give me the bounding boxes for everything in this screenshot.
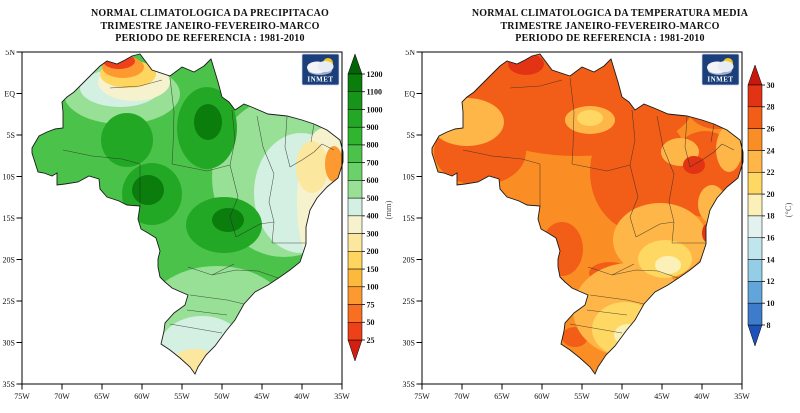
colorbar-tick-label: 28 bbox=[767, 103, 775, 112]
title-line-1: NORMAL CLIMATOLOGICA DA TEMPERATURA MEDI… bbox=[471, 8, 749, 19]
colorbar-tick-label: 400 bbox=[367, 212, 379, 221]
lon-tick-label: 35W bbox=[334, 392, 350, 401]
lat-tick-label: 15S bbox=[403, 214, 415, 223]
lon-tick-label: 45W bbox=[254, 392, 270, 401]
colorbar-tick-label: 200 bbox=[367, 247, 379, 256]
title-line-2: TRIMESTRE JANEIRO-FEVEREIRO-MARCO bbox=[100, 20, 320, 32]
colorbar-tick-label: 10 bbox=[767, 299, 775, 308]
colorbar-tick-label: 22 bbox=[767, 168, 775, 177]
colorbar-tick-label: 75 bbox=[367, 300, 375, 309]
lat-tick-label: 20S bbox=[403, 255, 415, 264]
colorbar-tick-label: 600 bbox=[367, 176, 379, 185]
brazil-coastline bbox=[431, 53, 744, 375]
lat-tick-label: EQ bbox=[404, 89, 415, 98]
lat-tick-label: 30S bbox=[3, 338, 15, 347]
colorbar-tick-label: 1200 bbox=[367, 70, 383, 79]
precipitation-panel: NORMAL CLIMATOLOGICA DA PRECIPITACAO TRI… bbox=[0, 0, 400, 401]
colorbar-tick-label: 50 bbox=[367, 318, 375, 327]
lon-tick-label: 70W bbox=[454, 392, 470, 401]
title-line-2: TRIMESTRE JANEIRO-FEVEREIRO-MARCO bbox=[500, 20, 720, 32]
lat-tick-label: 10S bbox=[3, 172, 15, 181]
lat-tick-label: 5S bbox=[7, 131, 15, 140]
colorbar-tick-label: 16 bbox=[767, 234, 775, 243]
inmet-logo: INMET bbox=[301, 53, 340, 86]
lon-tick-label: 45W bbox=[654, 392, 670, 401]
lon-tick-label: 55W bbox=[574, 392, 590, 401]
colorbar-tick-label: 800 bbox=[367, 141, 379, 150]
lat-tick-label: 5N bbox=[5, 50, 15, 57]
lat-tick-label: 15S bbox=[3, 214, 15, 223]
colorbar-tick-label: 14 bbox=[767, 255, 775, 264]
precipitation-title: NORMAL CLIMATOLOGICA DA PRECIPITACAO TRI… bbox=[0, 0, 400, 46]
lon-tick-label: 75W bbox=[414, 392, 430, 401]
precipitation-map: 5N EQ 5S 10S 15S 20S 25S 30S 35S 75W 70W 65W 60W 55W 5… bbox=[3, 50, 393, 401]
map-frame bbox=[421, 51, 743, 385]
lat-tick-label: 25S bbox=[403, 297, 415, 306]
lat-tick-label: 20S bbox=[3, 255, 15, 264]
colorbar-tick-label: 1000 bbox=[367, 105, 383, 114]
lat-tick-label: 35S bbox=[403, 380, 415, 389]
brazil-field bbox=[431, 53, 744, 375]
colorbar-arrow-top bbox=[747, 64, 763, 86]
title-line-3: PERIODO DE REFERENCIA : 1981-2010 bbox=[115, 33, 305, 44]
colorbar-arrow-top bbox=[347, 53, 363, 75]
lat-tick-label: EQ bbox=[4, 89, 15, 98]
lat-tick-label: 35S bbox=[3, 380, 15, 389]
inmet-logo-text: INMET bbox=[707, 76, 733, 84]
colorbar-tick-label: 700 bbox=[367, 158, 379, 167]
lat-tick-label: 5S bbox=[407, 131, 415, 140]
map-frame bbox=[21, 51, 343, 385]
colorbar-arrow-bottom bbox=[347, 339, 363, 362]
colorbar-tick-label: 20 bbox=[767, 190, 775, 199]
colorbar-arrow-bottom bbox=[747, 324, 763, 347]
title-line-1: NORMAL CLIMATOLOGICA DA PRECIPITACAO bbox=[90, 8, 330, 19]
lon-tick-label: 60W bbox=[134, 392, 150, 401]
lat-tick-label: 25S bbox=[3, 297, 15, 306]
lon-tick-label: 50W bbox=[614, 392, 630, 401]
temperature-map: 5N EQ 5S 10S 15S 20S 25S 30S 35S 75W 70W 65W 60W 55W 5… bbox=[403, 50, 793, 401]
colorbar-tick-label: 100 bbox=[367, 283, 379, 292]
colorbar-tick-label: 150 bbox=[367, 265, 379, 274]
colorbar-tick-label: 300 bbox=[367, 229, 379, 238]
colorbar-tick-label: 500 bbox=[367, 194, 379, 203]
lon-tick-label: 40W bbox=[694, 392, 710, 401]
colorbar-tick-label: 900 bbox=[367, 123, 379, 132]
title-line-3: PERIODO DE REFERENCIA : 1981-2010 bbox=[515, 33, 705, 44]
temperature-title: NORMAL CLIMATOLOGICA DA TEMPERATURA MEDI… bbox=[400, 0, 800, 46]
colorbar-tick-label: 1100 bbox=[367, 88, 383, 97]
colorbar-tick-label: 8 bbox=[767, 321, 771, 330]
colorbar-tick-label: 25 bbox=[367, 336, 375, 345]
lon-tick-label: 55W bbox=[174, 392, 190, 401]
colorbar-unit-label: (°C) bbox=[783, 202, 793, 217]
axes: 5N EQ 5S 10S 15S 20S 25S 30S 35S 75W 70W 65W 60W 55W 5… bbox=[403, 50, 751, 401]
lon-tick-label: 65W bbox=[494, 392, 510, 401]
axes: 5N EQ 5S 10S 15S 20S 25S 30S 35S 75W 70W 65W 60W 55W 5… bbox=[3, 50, 351, 401]
lon-tick-label: 35W bbox=[734, 392, 750, 401]
inmet-logo-text: INMET bbox=[307, 76, 333, 84]
lon-tick-label: 50W bbox=[214, 392, 230, 401]
brazil-coastline bbox=[31, 53, 344, 375]
brazil-field bbox=[31, 53, 344, 375]
inmet-logo: INMET bbox=[701, 53, 740, 86]
lon-tick-label: 65W bbox=[94, 392, 110, 401]
lon-tick-label: 60W bbox=[534, 392, 550, 401]
lon-tick-label: 75W bbox=[14, 392, 30, 401]
colorbar-tick-label: 18 bbox=[767, 212, 775, 221]
colorbar-tick-label: 26 bbox=[767, 124, 775, 133]
lat-tick-label: 5N bbox=[405, 50, 415, 57]
colorbar: 1200 1100 1000 900 800 700 600 500 400 300 200 150 1… bbox=[347, 53, 393, 362]
colorbar-tick-label: 12 bbox=[767, 277, 775, 286]
colorbar-tick-label: 24 bbox=[767, 146, 775, 155]
temperature-panel: NORMAL CLIMATOLOGICA DA TEMPERATURA MEDI… bbox=[400, 0, 800, 413]
lat-tick-label: 10S bbox=[403, 172, 415, 181]
lon-tick-label: 70W bbox=[54, 392, 70, 401]
colorbar-tick-label: 30 bbox=[767, 81, 775, 90]
lat-tick-label: 30S bbox=[403, 338, 415, 347]
lon-tick-label: 40W bbox=[294, 392, 310, 401]
colorbar-unit-label: (mm) bbox=[383, 200, 393, 219]
colorbar: 30 28 26 24 22 20 18 16 14 12 10 8 (°C) bbox=[747, 64, 793, 347]
